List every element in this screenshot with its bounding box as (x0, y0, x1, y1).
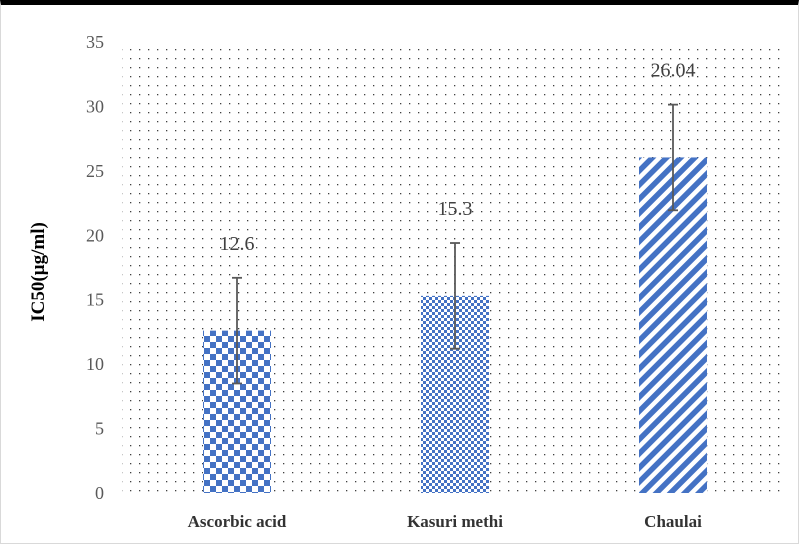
y-tick-label: 30 (86, 96, 104, 116)
error-bar (450, 242, 460, 350)
x-category-label: Ascorbic acid (188, 512, 287, 531)
data-label: 12.6 (220, 233, 255, 255)
error-bar (232, 276, 242, 385)
x-category-label: Chaulai (644, 512, 702, 531)
y-tick-label: 20 (86, 225, 104, 245)
y-tick-label: 0 (95, 483, 104, 503)
y-tick-label: 15 (86, 290, 104, 310)
error-bar (668, 103, 678, 212)
y-axis-label: IC50(µg/ml) (28, 222, 49, 322)
bar (639, 157, 707, 493)
x-category-label: Kasuri methi (407, 512, 503, 531)
y-tick-label: 25 (86, 161, 104, 181)
y-tick-label: 35 (86, 32, 104, 52)
y-tick-label: 5 (95, 419, 104, 439)
data-label: 26.04 (651, 60, 696, 82)
data-label: 15.3 (438, 198, 473, 220)
y-tick-label: 10 (86, 354, 104, 374)
